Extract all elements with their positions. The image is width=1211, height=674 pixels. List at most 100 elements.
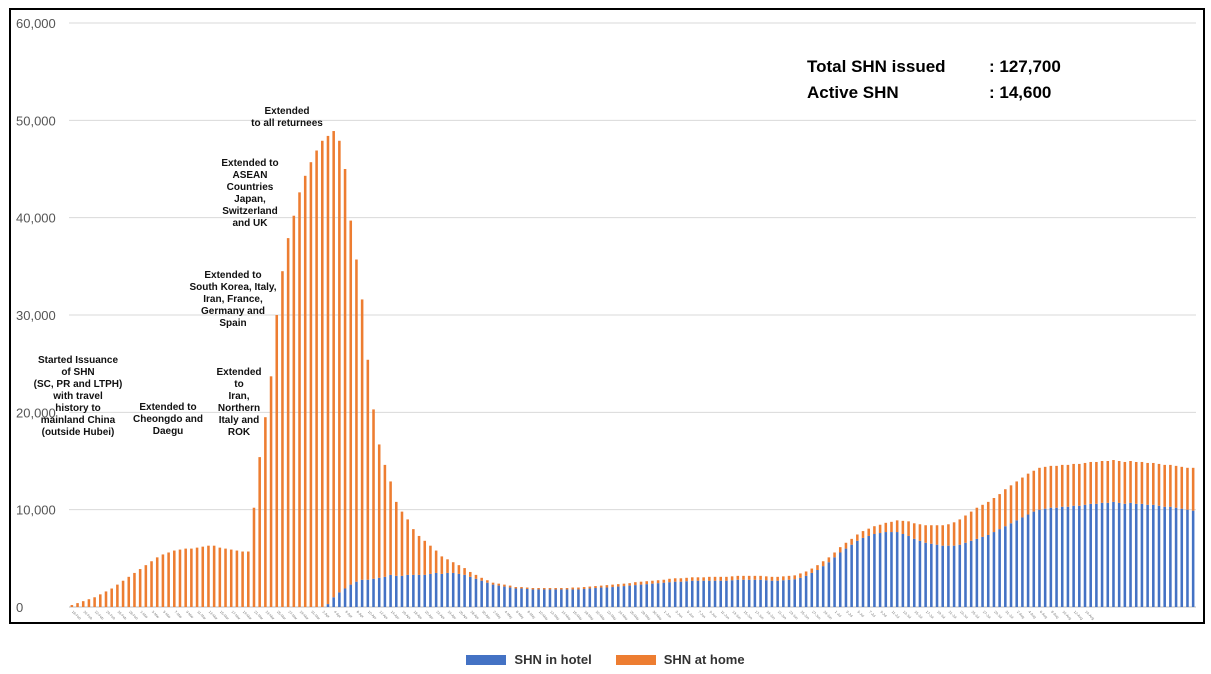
- x-tick-label: 19-Jun: [766, 610, 776, 620]
- bar-hotel: [389, 574, 392, 607]
- bar-home: [99, 594, 102, 607]
- bar-home: [469, 571, 472, 577]
- bar-hotel: [1191, 510, 1195, 607]
- bar-hotel: [713, 580, 717, 607]
- annotation-line: Extended to: [139, 402, 196, 413]
- bar-hotel: [827, 562, 831, 607]
- annotation-line: of SHN: [61, 367, 94, 378]
- bar-hotel: [616, 586, 620, 607]
- bar-home: [1043, 466, 1047, 509]
- bar-home: [423, 540, 427, 575]
- bar-hotel: [844, 548, 848, 607]
- bar-hotel: [451, 572, 455, 607]
- bar-hotel: [924, 542, 927, 607]
- bar-home: [969, 511, 973, 541]
- bar-hotel: [799, 577, 802, 607]
- x-tick-label: 30-Apr: [481, 610, 492, 621]
- bar-hotel: [816, 570, 819, 607]
- bar-home: [491, 582, 495, 585]
- annotation-line: Northern: [218, 403, 260, 414]
- x-tick-label: 2-May: [492, 610, 502, 620]
- bar-home: [1134, 461, 1138, 504]
- bar-home: [787, 575, 791, 580]
- bar-hotel: [930, 543, 933, 607]
- x-tick-label: 28-Apr: [470, 610, 481, 621]
- annotation-4: Extended to South Korea, Italy, Iran, Fran…: [189, 270, 276, 329]
- bar-home: [520, 587, 523, 589]
- annotation-line: and UK: [233, 218, 269, 229]
- bar-hotel: [395, 575, 398, 607]
- bar-home: [434, 550, 438, 573]
- x-tick-label: 3-Jun: [674, 610, 683, 619]
- bar-hotel: [833, 557, 836, 607]
- bar-home: [531, 588, 535, 590]
- annotation-line: ASEAN: [232, 170, 267, 181]
- stat-value: : 14,600: [989, 83, 1051, 102]
- x-tick-label: 5-Mar: [162, 610, 172, 620]
- bar-hotel: [856, 540, 859, 607]
- bar-hotel: [1021, 517, 1024, 607]
- bar-home: [235, 550, 239, 607]
- bar-hotel: [935, 544, 939, 607]
- bar-home: [429, 545, 432, 574]
- annotation-line: mainland China: [41, 415, 116, 426]
- bar-hotel: [412, 574, 415, 607]
- annotation-line: Countries: [227, 182, 274, 193]
- bar-home: [497, 583, 501, 586]
- bar-home: [1072, 463, 1075, 506]
- bar-hotel: [804, 575, 808, 607]
- bar-home: [372, 409, 375, 579]
- bar-hotel: [1186, 509, 1189, 607]
- bar-home: [759, 575, 762, 580]
- bar-hotel: [787, 579, 791, 607]
- x-tick-label: 11-Jul: [891, 610, 901, 620]
- bar-hotel: [611, 587, 614, 607]
- bar-home: [76, 603, 79, 607]
- bar-hotel: [634, 585, 637, 607]
- annotation-line: Germany and: [201, 306, 265, 317]
- x-tick-label: 21-Jul: [948, 610, 958, 620]
- bar-hotel: [890, 532, 893, 607]
- bar-home: [480, 577, 483, 581]
- bar-home: [258, 457, 261, 607]
- bar-home: [1186, 467, 1189, 510]
- bar-home: [981, 504, 984, 537]
- bar-home: [935, 525, 939, 545]
- x-tick-label: 24-May: [618, 610, 629, 621]
- bar-home: [474, 574, 478, 579]
- bar-hotel: [542, 589, 546, 607]
- x-tick-label: 12-Aug: [1073, 610, 1084, 621]
- bar-home: [1100, 461, 1104, 503]
- x-tick-label: 26-May: [629, 610, 640, 621]
- bar-home: [338, 140, 341, 593]
- bar-hotel: [1146, 504, 1149, 607]
- bar-home: [941, 525, 944, 546]
- bar-home: [1049, 465, 1053, 508]
- bar-home: [907, 521, 910, 536]
- shn-stacked-bar-chart: 0 10,000 20,000 30,000 40,000 50,000 60,000 18…: [16, 16, 1196, 621]
- legend-item-hotel: SHN in hotel: [466, 652, 592, 667]
- bar-home: [264, 417, 267, 607]
- bar-home: [599, 585, 603, 588]
- bar-home: [679, 578, 683, 582]
- bar-hotel: [434, 572, 438, 607]
- bar-home: [770, 576, 774, 581]
- x-tick-label: 20-Apr: [424, 610, 435, 621]
- stat-label: Active SHN: [807, 83, 899, 102]
- bar-home: [696, 577, 700, 581]
- x-tick-label: 28-Feb: [128, 610, 139, 621]
- annotation-line: Spain: [219, 318, 246, 329]
- bar-hotel: [463, 574, 466, 607]
- x-tick-label: 9-Jul: [879, 610, 887, 618]
- summary-stats: Total SHN issued: 127,700 Active SHN: 14,…: [807, 57, 1061, 102]
- bar-home: [1174, 465, 1178, 508]
- bar-hotel: [1049, 507, 1053, 607]
- bar-hotel: [742, 579, 745, 607]
- bar-home: [190, 548, 193, 607]
- stat-label: Total SHN issued: [807, 57, 946, 76]
- bar-home: [742, 575, 745, 580]
- bar-hotel: [1026, 514, 1030, 607]
- bar-hotel: [406, 574, 409, 607]
- bar-hotel: [782, 580, 785, 607]
- x-tick-label: 17-Jun: [754, 610, 764, 620]
